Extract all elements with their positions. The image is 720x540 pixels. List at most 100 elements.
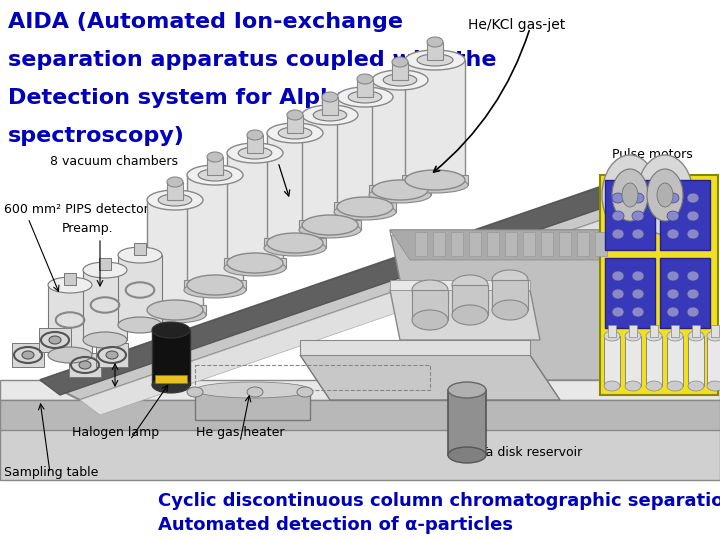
Ellipse shape (337, 87, 393, 107)
Ellipse shape (688, 331, 704, 341)
Ellipse shape (83, 332, 127, 348)
Ellipse shape (48, 277, 92, 293)
Ellipse shape (313, 109, 347, 121)
Ellipse shape (372, 180, 428, 200)
Bar (667, 336, 683, 386)
Ellipse shape (612, 289, 624, 299)
Ellipse shape (227, 253, 283, 273)
Ellipse shape (264, 240, 326, 256)
Ellipse shape (687, 193, 699, 203)
Ellipse shape (322, 92, 338, 102)
Ellipse shape (625, 381, 641, 391)
Ellipse shape (687, 211, 699, 221)
Ellipse shape (427, 37, 443, 47)
Bar (69, 353, 101, 377)
Bar (625, 336, 641, 386)
Ellipse shape (602, 155, 658, 235)
Bar (405, 60, 465, 180)
Ellipse shape (448, 382, 486, 398)
Bar (48, 285, 92, 355)
Ellipse shape (184, 282, 246, 298)
Bar (605, 180, 655, 250)
Ellipse shape (687, 271, 699, 281)
Ellipse shape (612, 229, 624, 239)
Bar (692, 325, 700, 337)
Bar (660, 180, 710, 250)
Ellipse shape (79, 361, 91, 369)
Bar (492, 280, 528, 310)
Ellipse shape (632, 193, 644, 203)
Bar (287, 115, 303, 133)
Text: spectroscopy): spectroscopy) (8, 126, 185, 146)
Ellipse shape (152, 322, 190, 338)
Text: Pulse motors: Pulse motors (612, 148, 693, 161)
Bar (605, 258, 655, 328)
Ellipse shape (372, 70, 428, 90)
Polygon shape (300, 340, 530, 355)
Ellipse shape (667, 211, 679, 221)
Ellipse shape (667, 331, 683, 341)
Bar (671, 325, 679, 337)
Ellipse shape (227, 143, 283, 163)
Bar (267, 133, 323, 243)
Bar (469, 232, 481, 256)
Text: 600 mm² PIPS detectors: 600 mm² PIPS detectors (4, 203, 156, 216)
Bar (646, 336, 662, 386)
Ellipse shape (348, 91, 382, 103)
Bar (227, 153, 283, 263)
Ellipse shape (667, 307, 679, 317)
Text: separation apparatus coupled with the: separation apparatus coupled with the (8, 50, 497, 70)
Polygon shape (390, 280, 530, 290)
Ellipse shape (632, 307, 644, 317)
Polygon shape (300, 355, 560, 400)
Bar (629, 325, 637, 337)
Bar (369, 185, 431, 195)
Polygon shape (0, 380, 720, 400)
Ellipse shape (187, 275, 243, 295)
Ellipse shape (383, 74, 417, 86)
Ellipse shape (147, 300, 203, 320)
Ellipse shape (158, 194, 192, 206)
Ellipse shape (417, 54, 453, 66)
Ellipse shape (448, 447, 486, 463)
Bar (451, 232, 463, 256)
Ellipse shape (632, 229, 644, 239)
Bar (12, 343, 44, 367)
Ellipse shape (612, 271, 624, 281)
Bar (144, 305, 206, 315)
Polygon shape (610, 230, 650, 380)
Bar (118, 255, 162, 325)
Bar (595, 232, 607, 256)
Text: AIDA (Automated Ion-exchange: AIDA (Automated Ion-exchange (8, 12, 403, 32)
Ellipse shape (267, 233, 323, 253)
Ellipse shape (83, 262, 127, 278)
Bar (372, 80, 428, 190)
Ellipse shape (632, 289, 644, 299)
Bar (604, 336, 620, 386)
Bar (247, 135, 263, 153)
Bar (96, 343, 128, 367)
Polygon shape (40, 180, 660, 400)
Bar (224, 258, 286, 268)
Ellipse shape (604, 331, 620, 341)
Bar (402, 175, 468, 185)
Ellipse shape (612, 193, 624, 203)
Polygon shape (0, 400, 720, 430)
Ellipse shape (49, 336, 61, 344)
Bar (83, 270, 127, 340)
Bar (322, 97, 338, 115)
Bar (711, 325, 719, 337)
Ellipse shape (667, 193, 679, 203)
Ellipse shape (667, 381, 683, 391)
Text: Eluent bottles: Eluent bottles (610, 348, 697, 361)
Ellipse shape (247, 387, 263, 397)
Text: Signal out: Signal out (262, 148, 325, 161)
Ellipse shape (405, 50, 465, 70)
Ellipse shape (302, 105, 358, 125)
Ellipse shape (647, 169, 683, 221)
Ellipse shape (622, 183, 638, 207)
Bar (427, 42, 443, 60)
Ellipse shape (687, 229, 699, 239)
Bar (195, 390, 310, 420)
Bar (577, 232, 589, 256)
